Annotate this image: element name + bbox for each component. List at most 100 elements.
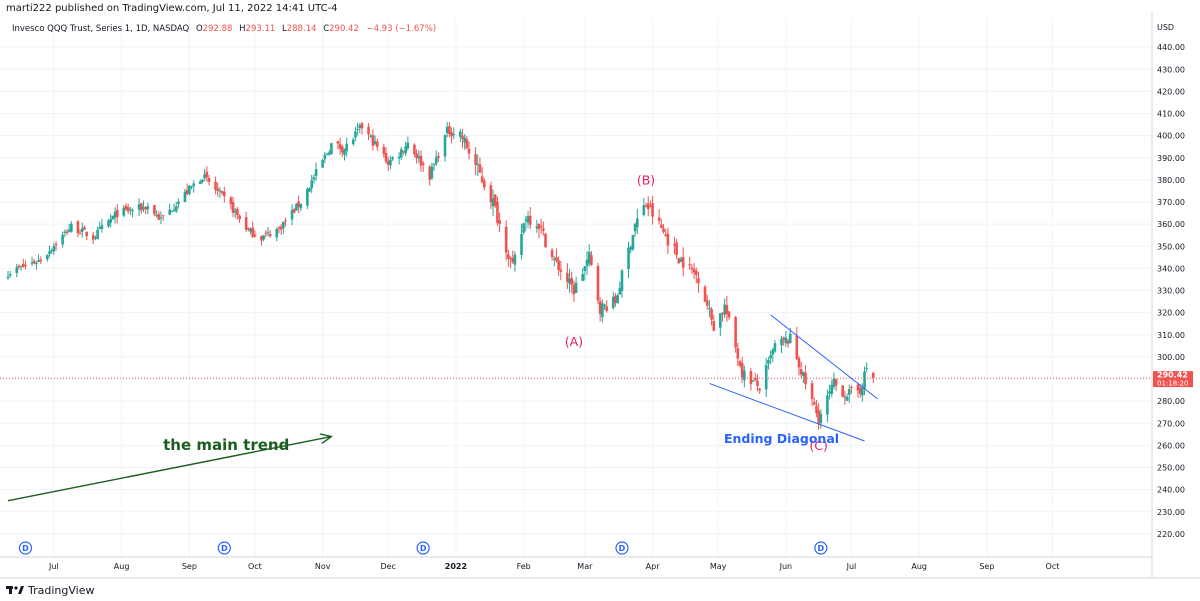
candle-body bbox=[146, 206, 150, 210]
label-main-trend[interactable]: the main trend bbox=[163, 436, 289, 454]
candle-body bbox=[828, 391, 831, 394]
label-a[interactable]: (A) bbox=[565, 334, 583, 349]
candle-body bbox=[275, 229, 279, 238]
candle-body bbox=[299, 203, 303, 209]
candle bbox=[400, 146, 403, 161]
candle-body bbox=[651, 203, 654, 217]
candle-body bbox=[784, 337, 788, 344]
candle-body bbox=[666, 233, 670, 246]
candle-body bbox=[513, 254, 517, 265]
candle-body bbox=[137, 204, 141, 210]
dividend-marker[interactable]: D bbox=[615, 541, 629, 555]
footer-brand[interactable]: TradingView bbox=[6, 582, 94, 598]
candle-body bbox=[183, 191, 187, 202]
candle bbox=[375, 138, 379, 151]
candle bbox=[692, 263, 696, 279]
candle bbox=[391, 156, 394, 161]
candle-body bbox=[832, 378, 836, 387]
price-tick-label: 400.00 bbox=[1157, 132, 1185, 141]
candle bbox=[172, 203, 176, 212]
candle-body bbox=[126, 207, 130, 212]
candle bbox=[627, 241, 630, 279]
candle bbox=[205, 166, 209, 182]
dividend-marker[interactable]: D bbox=[217, 541, 231, 555]
candle-body bbox=[677, 258, 681, 264]
candle-body bbox=[552, 258, 556, 260]
candle bbox=[712, 314, 716, 332]
candle-body bbox=[314, 169, 318, 176]
candle-body bbox=[679, 258, 683, 262]
candle-body bbox=[509, 257, 512, 259]
label-c[interactable]: (C) bbox=[809, 438, 827, 453]
last-price-badge[interactable] bbox=[1153, 371, 1193, 388]
main-trend-arrow[interactable] bbox=[7, 437, 331, 502]
time-tick-label: Feb bbox=[517, 562, 531, 571]
candle-body bbox=[605, 306, 609, 311]
candle bbox=[290, 204, 294, 226]
candle bbox=[52, 242, 56, 256]
candle-body bbox=[448, 126, 451, 135]
diagonal-lower-line[interactable] bbox=[709, 382, 865, 442]
candle bbox=[279, 223, 283, 235]
candle-body bbox=[402, 151, 405, 153]
candle-body bbox=[203, 174, 206, 179]
label-b[interactable]: (B) bbox=[637, 172, 655, 187]
label-ending-diagonal[interactable]: Ending Diagonal bbox=[724, 431, 839, 446]
candle-body bbox=[310, 180, 314, 189]
candle bbox=[312, 174, 316, 184]
candle bbox=[694, 267, 698, 284]
legend-high: 293.11 bbox=[246, 24, 276, 34]
chart-drawings[interactable]: (A) (B) (C)Ending Diagonal the main trend bbox=[0, 172, 1152, 502]
candle-body bbox=[771, 349, 775, 355]
candle bbox=[341, 144, 344, 158]
candle bbox=[753, 372, 757, 382]
candle-body bbox=[428, 166, 432, 180]
candle bbox=[83, 225, 86, 230]
diagonal-upper-line[interactable] bbox=[770, 314, 878, 400]
price-axis-bg bbox=[1152, 0, 1200, 578]
candle bbox=[758, 387, 761, 394]
candle bbox=[367, 123, 370, 141]
candle bbox=[201, 179, 204, 184]
dividend-marker[interactable]: D bbox=[814, 541, 828, 555]
candle-body bbox=[491, 198, 495, 207]
candle bbox=[360, 122, 364, 135]
candle-body bbox=[504, 226, 508, 253]
candle-body bbox=[231, 201, 235, 213]
candle-body bbox=[142, 206, 145, 210]
candle bbox=[24, 260, 27, 270]
candle-body bbox=[214, 181, 217, 190]
candle-body bbox=[76, 221, 80, 234]
candle-body bbox=[266, 231, 270, 233]
dividend-marker[interactable]: D bbox=[416, 541, 430, 555]
candle bbox=[284, 217, 287, 227]
candle-body bbox=[489, 185, 493, 203]
candle-body bbox=[100, 225, 104, 229]
candle bbox=[601, 299, 604, 323]
candle-body bbox=[802, 371, 805, 376]
candle bbox=[94, 235, 97, 241]
candle bbox=[61, 231, 64, 248]
candle bbox=[37, 254, 40, 263]
candle-body bbox=[738, 361, 742, 366]
candle-body bbox=[327, 152, 331, 155]
candle bbox=[662, 224, 665, 234]
candle-body bbox=[662, 228, 665, 232]
candle bbox=[351, 137, 355, 146]
time-tick-label: Sep bbox=[182, 562, 197, 571]
candle-body bbox=[295, 203, 298, 211]
candle-body bbox=[572, 284, 576, 295]
candle bbox=[19, 265, 23, 271]
candle bbox=[511, 250, 515, 264]
price-axis[interactable]: USD 220.00 230.00 240.00 250.00 260.00 270.00 2… bbox=[1151, 0, 1200, 578]
dividend-marker[interactable]: D bbox=[18, 541, 33, 555]
candle-body bbox=[601, 303, 604, 318]
price-tick-label: 250.00 bbox=[1157, 464, 1185, 473]
time-axis[interactable]: Jul Aug Sep Oct Nov Dec 2022 Feb Mar Apr May Jun Jul… bbox=[0, 562, 1200, 579]
candle-body bbox=[24, 264, 27, 266]
candle-body bbox=[417, 156, 421, 159]
candle bbox=[520, 223, 523, 260]
candle-body bbox=[124, 205, 128, 210]
candle bbox=[734, 315, 737, 353]
